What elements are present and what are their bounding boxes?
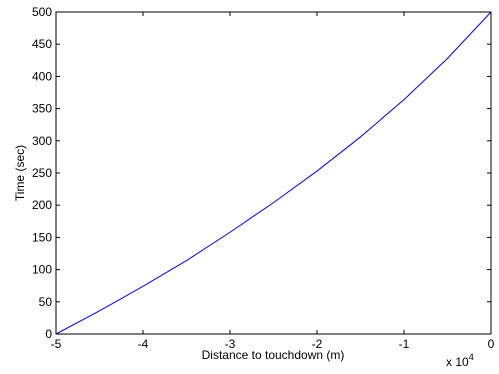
x-tick-label: -1: [399, 337, 410, 351]
y-tick-label: 500: [32, 5, 52, 19]
x-axis-multiplier-base: x 10: [446, 355, 469, 369]
x-tick-label: 0: [488, 337, 495, 351]
x-tick-label: -2: [312, 337, 323, 351]
x-axis-label: Distance to touchdown (m): [202, 348, 345, 362]
y-tick-label: 150: [32, 230, 52, 244]
x-tick-label: -5: [51, 337, 62, 351]
y-tick-labels: 0 50 100 150 200 250 300 350 400 450 500: [32, 5, 52, 341]
y-tick-label: 300: [32, 134, 52, 148]
x-tick-label: -4: [138, 337, 149, 351]
series-line: [55, 11, 492, 335]
x-tick-label: -3: [225, 337, 236, 351]
y-axis-label: Time (sec): [13, 145, 27, 201]
plot-area: [56, 12, 491, 334]
x-tick-labels: -5 -4 -3 -2 -1 0: [51, 337, 495, 351]
y-tick-label: 0: [45, 327, 52, 341]
plot-frame: [55, 11, 492, 335]
y-tick-label: 450: [32, 37, 52, 51]
y-tick-label: 400: [32, 69, 52, 83]
x-axis-multiplier: x 104: [446, 352, 474, 369]
y-tick-label: 250: [32, 166, 52, 180]
y-tick-label: 200: [32, 198, 52, 212]
y-tick-label: 50: [39, 295, 53, 309]
y-tick-label: 350: [32, 102, 52, 116]
y-tick-label: 100: [32, 263, 52, 277]
x-axis-multiplier-exponent: 4: [469, 352, 474, 362]
